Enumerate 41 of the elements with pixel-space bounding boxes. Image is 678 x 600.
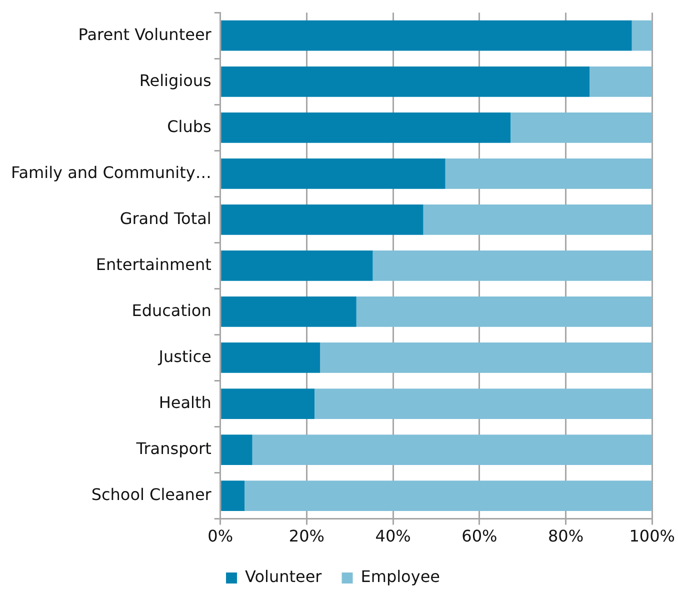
bar [445, 158, 652, 189]
x-tick-label: 20% [288, 526, 324, 546]
bar [221, 342, 320, 373]
y-tick-label: Family and Community… [11, 162, 212, 182]
bar [372, 250, 652, 281]
x-tick-label: 0% [208, 526, 234, 546]
y-tick-label: Transport [135, 438, 212, 458]
bar [221, 250, 373, 281]
legend-label: Volunteer [245, 567, 322, 586]
bar [244, 480, 652, 511]
y-tick-label: Education [132, 300, 212, 320]
bar [320, 342, 652, 373]
y-tick-label: Religious [139, 70, 212, 90]
bar [221, 20, 632, 51]
x-tick-label: 40% [375, 526, 411, 546]
bar [221, 158, 446, 189]
y-tick-label: Parent Volunteer [78, 24, 212, 44]
x-tick-label: 80% [548, 526, 584, 546]
y-tick-label: Entertainment [96, 254, 212, 274]
y-tick-label: Health [158, 392, 212, 412]
bar [221, 388, 314, 419]
bar [221, 112, 511, 143]
bar [423, 204, 652, 235]
bar [221, 66, 590, 97]
y-tick-label: Clubs [167, 116, 212, 136]
bar [221, 296, 356, 327]
bar [221, 204, 424, 235]
y-tick-label: Grand Total [120, 208, 212, 228]
bar [510, 112, 652, 143]
bar [221, 480, 245, 511]
y-tick-label: Justice [158, 346, 212, 366]
bar [632, 20, 652, 51]
y-tick-label: School Cleaner [91, 484, 212, 504]
bar [252, 434, 652, 465]
x-tick-label: 60% [462, 526, 498, 546]
bar [314, 388, 652, 419]
legend-label: Employee [360, 567, 440, 586]
bar [356, 296, 652, 327]
x-tick-label: 100% [629, 526, 676, 546]
bar [590, 66, 652, 97]
bar [221, 434, 252, 465]
